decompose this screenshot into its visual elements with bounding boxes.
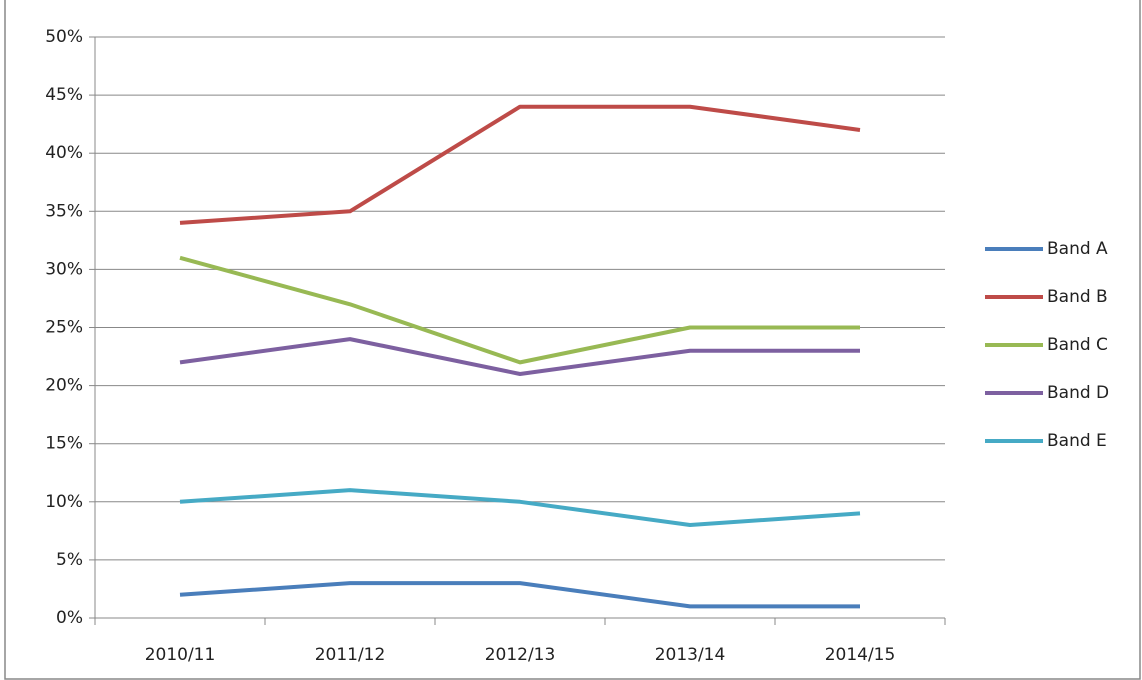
- legend-label: Band E: [1047, 431, 1107, 451]
- chart-frame: [4, 0, 1141, 680]
- x-tick-label: 2014/15: [825, 645, 896, 665]
- y-tick-label: 50%: [45, 27, 83, 47]
- y-tick-label: 30%: [45, 259, 83, 279]
- series-line: [179, 581, 860, 609]
- y-tick-label: 45%: [45, 85, 83, 105]
- series-line: [179, 104, 861, 225]
- y-tick-label: 0%: [56, 608, 83, 628]
- x-tick-label: 2013/14: [655, 645, 726, 665]
- y-tick-label: 40%: [45, 143, 83, 163]
- y-tick-label: 25%: [45, 318, 83, 338]
- legend-label: Band C: [1047, 335, 1108, 355]
- x-tick-label: 2011/12: [315, 645, 386, 665]
- legend-label: Band D: [1047, 383, 1109, 403]
- y-tick-label: 5%: [56, 550, 83, 570]
- y-tick-label: 20%: [45, 376, 83, 396]
- y-tick-label: 35%: [45, 201, 83, 221]
- series-line: [179, 337, 860, 376]
- series-line: [179, 255, 860, 365]
- x-tick-label: 2010/11: [145, 645, 216, 665]
- legend-label: Band B: [1047, 287, 1108, 307]
- legend-label: Band A: [1047, 239, 1108, 259]
- series-line: [179, 488, 861, 528]
- y-tick-label: 10%: [45, 492, 83, 512]
- y-tick-label: 15%: [45, 434, 83, 454]
- x-tick-label: 2012/13: [485, 645, 556, 665]
